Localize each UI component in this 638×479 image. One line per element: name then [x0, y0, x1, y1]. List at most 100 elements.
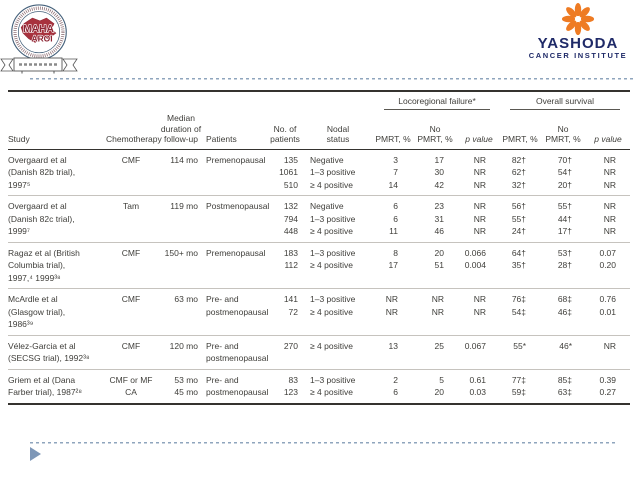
- cell-line: 13: [388, 340, 398, 351]
- cell-lrf-p-value: 0.067: [458, 335, 500, 370]
- cell-line: 17: [434, 154, 444, 165]
- cell-os-no-pmrt: 70† 54† 20†: [540, 149, 586, 196]
- cell-line: 35†: [511, 260, 526, 270]
- cell-line: 123: [283, 387, 298, 397]
- cell-line: 0.20: [599, 260, 617, 270]
- cell-line: 11: [389, 226, 398, 236]
- cell-line: Negative: [310, 154, 344, 165]
- seal-text-aroi: AROI: [31, 34, 52, 44]
- cell-n-patients: 132 794 448: [268, 195, 302, 243]
- cell-patients: Pre- and postmenopausal: [206, 335, 268, 370]
- col-header-line: follow-up: [163, 134, 199, 144]
- cell-line: 62†: [511, 167, 526, 177]
- cell-line: 17†: [557, 226, 572, 236]
- cell-line: NR: [603, 213, 617, 224]
- cell-line: NR: [385, 294, 398, 304]
- cell-line: 5: [439, 374, 444, 385]
- cell-line: Ragaz et al (British: [8, 247, 80, 258]
- cell-line: 114 mo: [170, 154, 198, 165]
- cell-line: Pre- and: [206, 294, 239, 304]
- yashoda-title: YASHODA: [537, 35, 619, 52]
- cell-os-no-pmrt: 85‡ 63‡: [540, 369, 586, 404]
- cell-os-pmrt: 76‡ 54‡: [500, 288, 540, 336]
- col-header-line: duration of: [160, 123, 202, 134]
- col-header-lrf-p-value: p value: [458, 110, 500, 150]
- table-row: Ragaz et al (British Columbia trial), 1997…: [8, 242, 631, 289]
- cell-line: 0.07: [599, 247, 617, 258]
- cell-line: 31: [434, 213, 444, 224]
- cell-line: NR: [385, 306, 398, 317]
- cell-lrf-no-pmrt: 23 31 46: [412, 195, 458, 243]
- bottom-dotted-divider: [30, 442, 618, 444]
- cell-line: 82†: [511, 154, 526, 165]
- cell-line: NR: [603, 154, 617, 165]
- cell-line: 55†: [557, 201, 572, 211]
- cell-patients: Premenopausal: [206, 149, 268, 196]
- seal-icon: MAHA AROI: [11, 4, 67, 60]
- cell-line: 0.01: [599, 306, 617, 317]
- yashoda-flower-icon: [561, 2, 595, 36]
- cell-line: ≥ 4 positive: [310, 340, 353, 351]
- cell-line: ≥ 4 positive: [310, 306, 353, 317]
- cell-line: 46*: [559, 340, 572, 351]
- group-header-overall-survival-cell: Overall survival: [500, 91, 630, 110]
- group-header-spacer: [8, 91, 374, 110]
- cell-line: 141: [283, 294, 298, 304]
- cell-line: 55*: [513, 340, 526, 351]
- cell-line: CA: [125, 387, 137, 397]
- cell-line: 270: [283, 340, 298, 351]
- cell-line: 42: [434, 179, 444, 190]
- cell-line: 24†: [511, 226, 526, 236]
- table-row: Overgaard et al (Danish 82c trial), 1999⁷ T…: [8, 195, 631, 243]
- cell-chemotherapy: Tam: [106, 195, 156, 243]
- col-header-nodal-status: Nodal status: [302, 110, 374, 150]
- cell-os-p-value: 0.39 0.27: [586, 369, 630, 404]
- cell-line: 45 mo: [174, 387, 198, 397]
- cell-line: CMF: [121, 247, 141, 258]
- cell-line: NR: [431, 306, 444, 317]
- cell-line: Tam: [122, 201, 140, 211]
- cell-line: Overgaard et al: [8, 154, 67, 165]
- play-arrow-icon: [30, 447, 41, 461]
- cell-line: NR: [603, 201, 617, 211]
- cell-line: 76‡: [511, 294, 526, 304]
- top-dotted-divider: [30, 78, 636, 80]
- cell-line: 85‡: [557, 374, 572, 385]
- cell-line: 0.76: [599, 294, 617, 304]
- cell-lrf-p-value: 0.066 0.004: [458, 242, 500, 289]
- cell-line: 51: [434, 260, 444, 270]
- cell-followup: 119 mo: [156, 195, 206, 243]
- cell-line: 68‡: [557, 294, 572, 304]
- cell-line: 0.067: [464, 340, 486, 351]
- cell-line: Premenopausal: [206, 154, 266, 165]
- cell-nodal-status: 1–3 positive ≥ 4 positive: [302, 369, 374, 404]
- cell-lrf-p-value: NR NR: [458, 288, 500, 336]
- table-container: Locoregional failure* Overall survival S…: [8, 90, 631, 405]
- cell-os-no-pmrt: 55† 44† 17†: [540, 195, 586, 243]
- cell-line: Overgaard et al: [8, 201, 67, 211]
- cell-os-pmrt: 55*: [500, 335, 540, 370]
- seal-text-maha: MAHA: [23, 24, 55, 35]
- cell-line: 2: [393, 374, 398, 385]
- cell-line: 55†: [511, 213, 526, 224]
- cell-line: 135: [283, 154, 298, 165]
- cell-followup: 53 mo 45 mo: [156, 369, 206, 404]
- group-header-locoregional: Locoregional failure*: [384, 95, 490, 110]
- cell-line: 3: [393, 154, 398, 165]
- cell-os-pmrt: 56† 55† 24†: [500, 195, 540, 243]
- cell-line: 1–3 positive: [310, 247, 356, 258]
- yashoda-logo: YASHODA CANCER INSTITUTE: [522, 2, 634, 60]
- cell-line: ≥ 4 positive: [310, 179, 353, 190]
- cell-line: NR: [473, 179, 486, 190]
- cell-chemotherapy: CMF: [106, 335, 156, 370]
- cell-line: 72: [288, 306, 298, 317]
- cell-line: 64†: [511, 247, 526, 258]
- cell-line: 30: [434, 167, 444, 177]
- col-header-median-duration: Median duration of follow-up: [156, 110, 206, 150]
- cell-line: 63 mo: [174, 294, 198, 304]
- cell-line: 56†: [511, 201, 526, 211]
- cell-line: 6: [393, 213, 398, 224]
- cell-line: 54‡: [511, 306, 526, 317]
- cell-study: McArdle et al (Glasgow trial), 1986³⁹: [8, 288, 106, 336]
